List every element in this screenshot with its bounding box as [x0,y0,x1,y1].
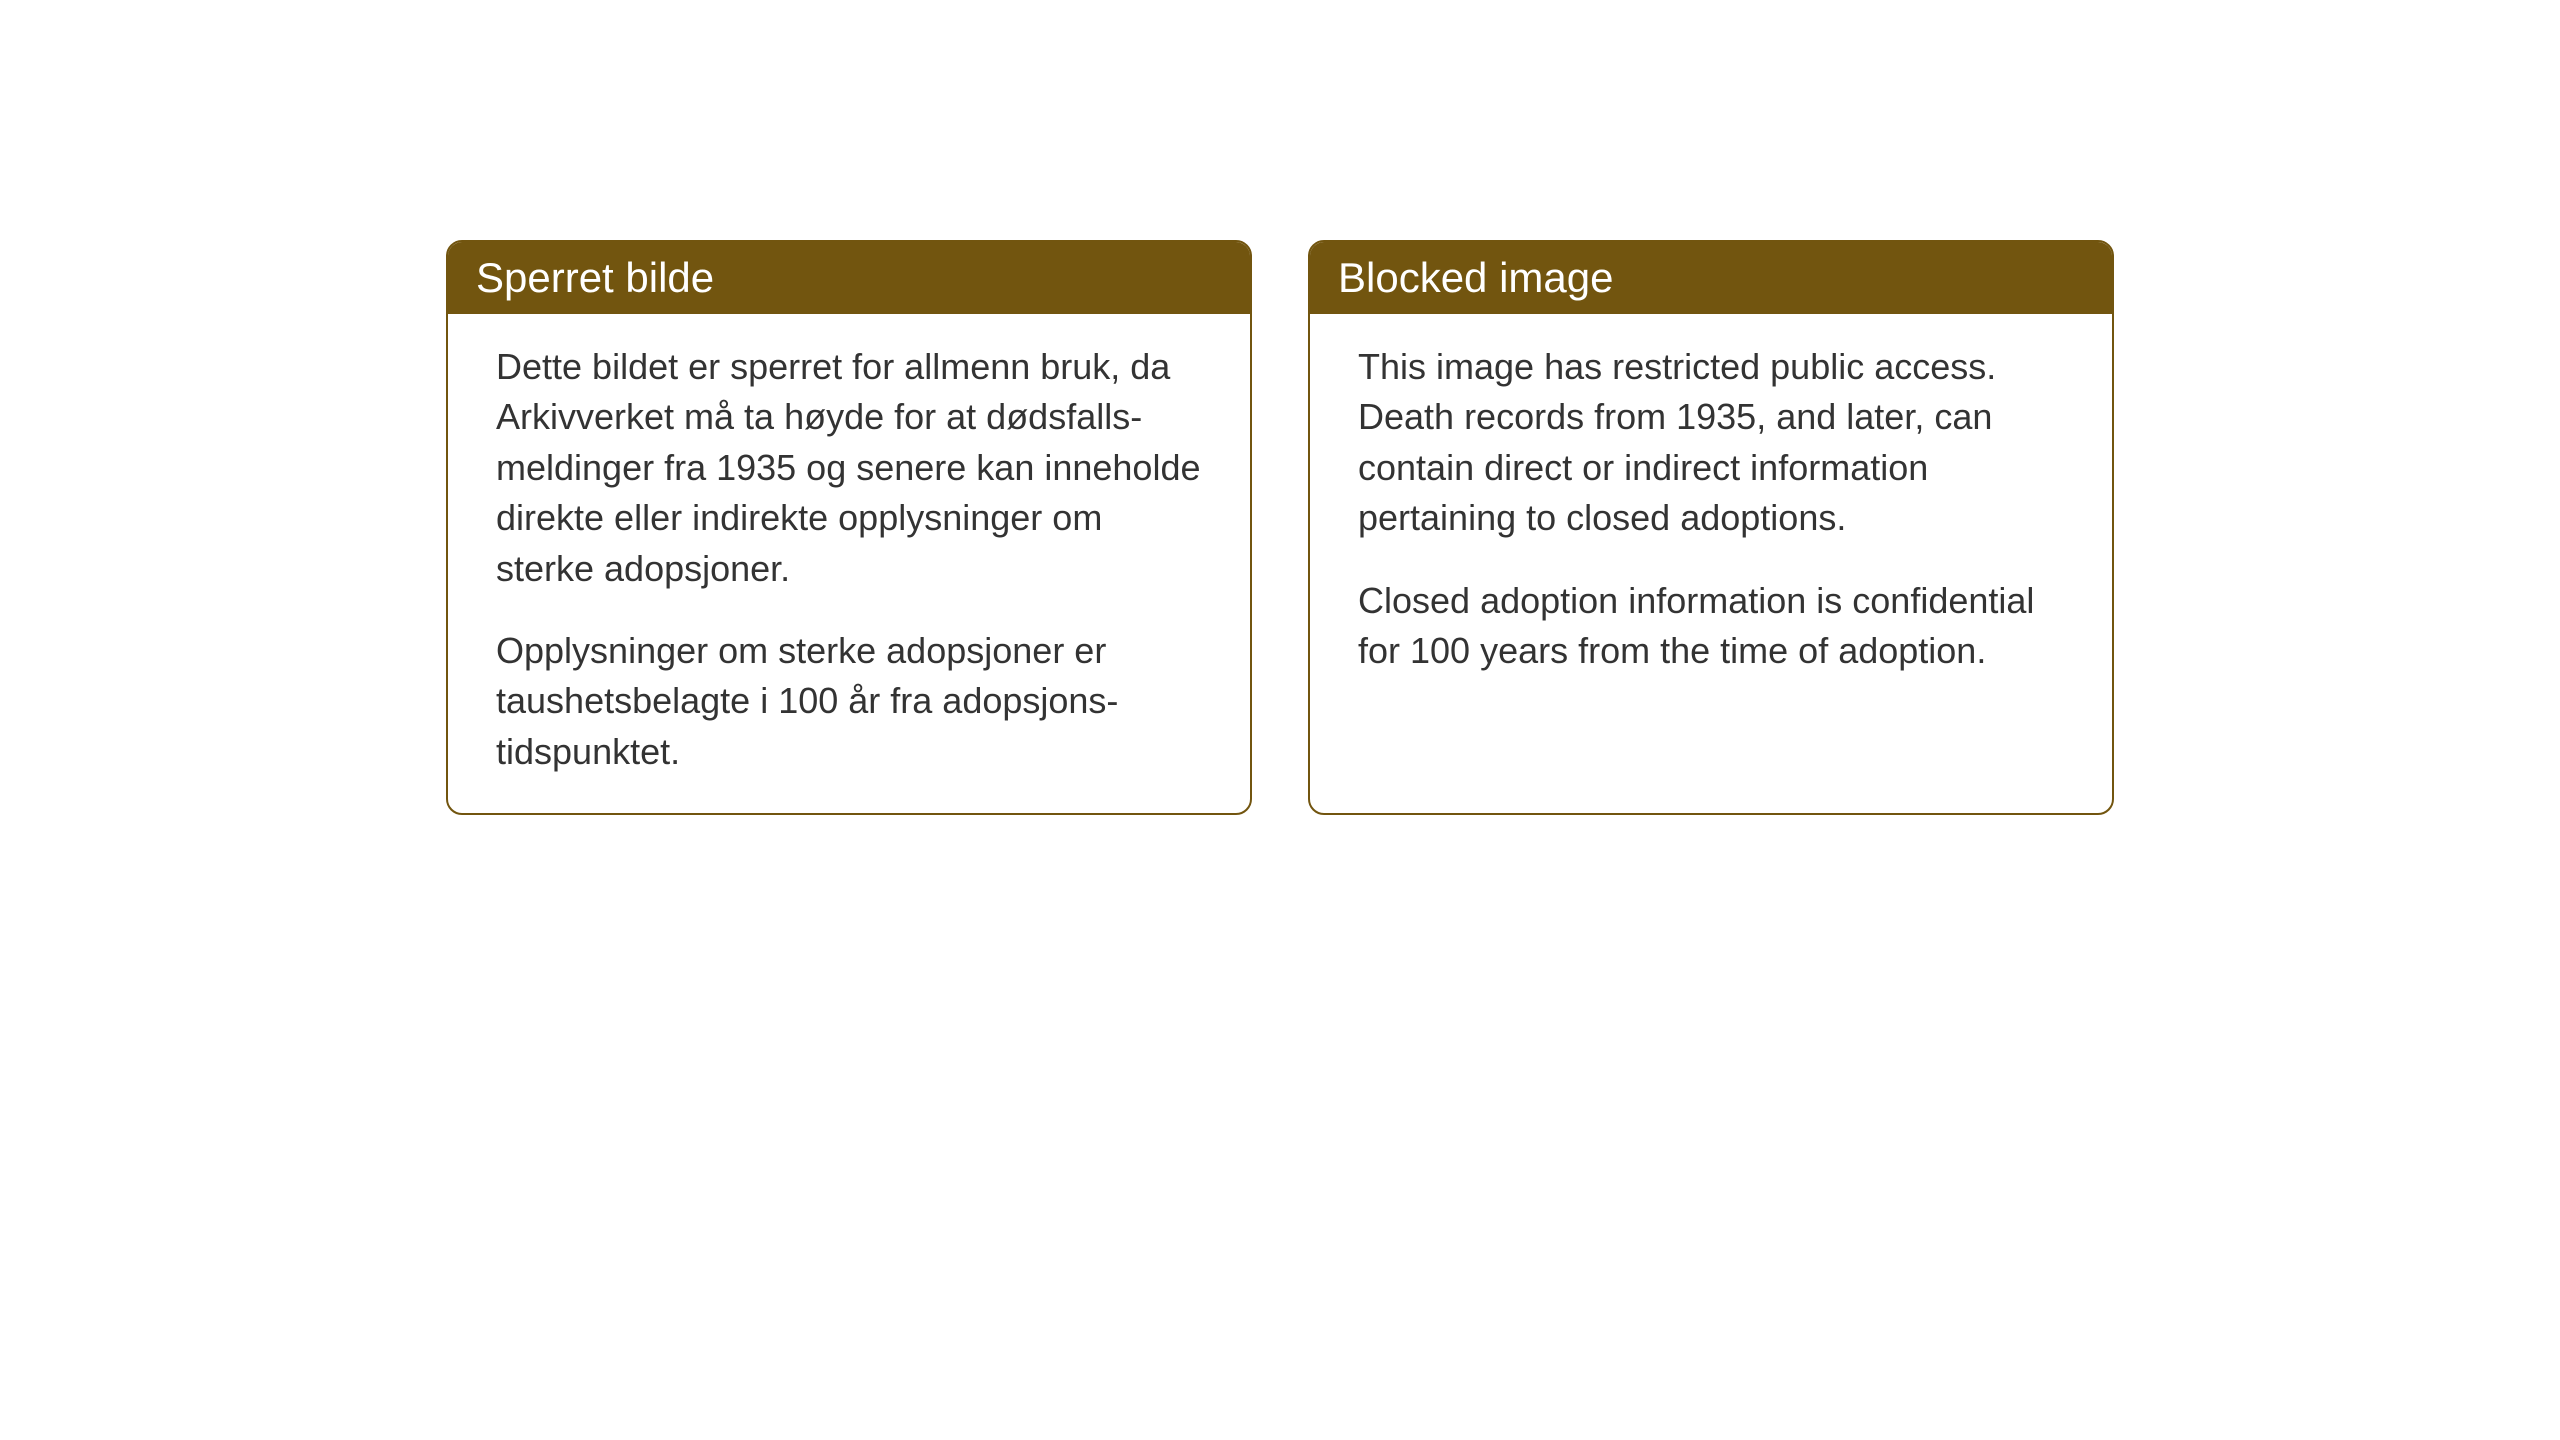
norwegian-card-body: Dette bildet er sperret for allmenn bruk… [448,314,1250,813]
english-paragraph-2: Closed adoption information is confident… [1358,576,2064,677]
notice-container: Sperret bilde Dette bildet er sperret fo… [446,240,2114,815]
english-notice-card: Blocked image This image has restricted … [1308,240,2114,815]
english-paragraph-1: This image has restricted public access.… [1358,342,2064,544]
norwegian-card-title: Sperret bilde [448,242,1250,314]
english-card-body: This image has restricted public access.… [1310,314,2112,712]
norwegian-notice-card: Sperret bilde Dette bildet er sperret fo… [446,240,1252,815]
norwegian-paragraph-1: Dette bildet er sperret for allmenn bruk… [496,342,1202,594]
english-card-title: Blocked image [1310,242,2112,314]
norwegian-paragraph-2: Opplysninger om sterke adopsjoner er tau… [496,626,1202,777]
